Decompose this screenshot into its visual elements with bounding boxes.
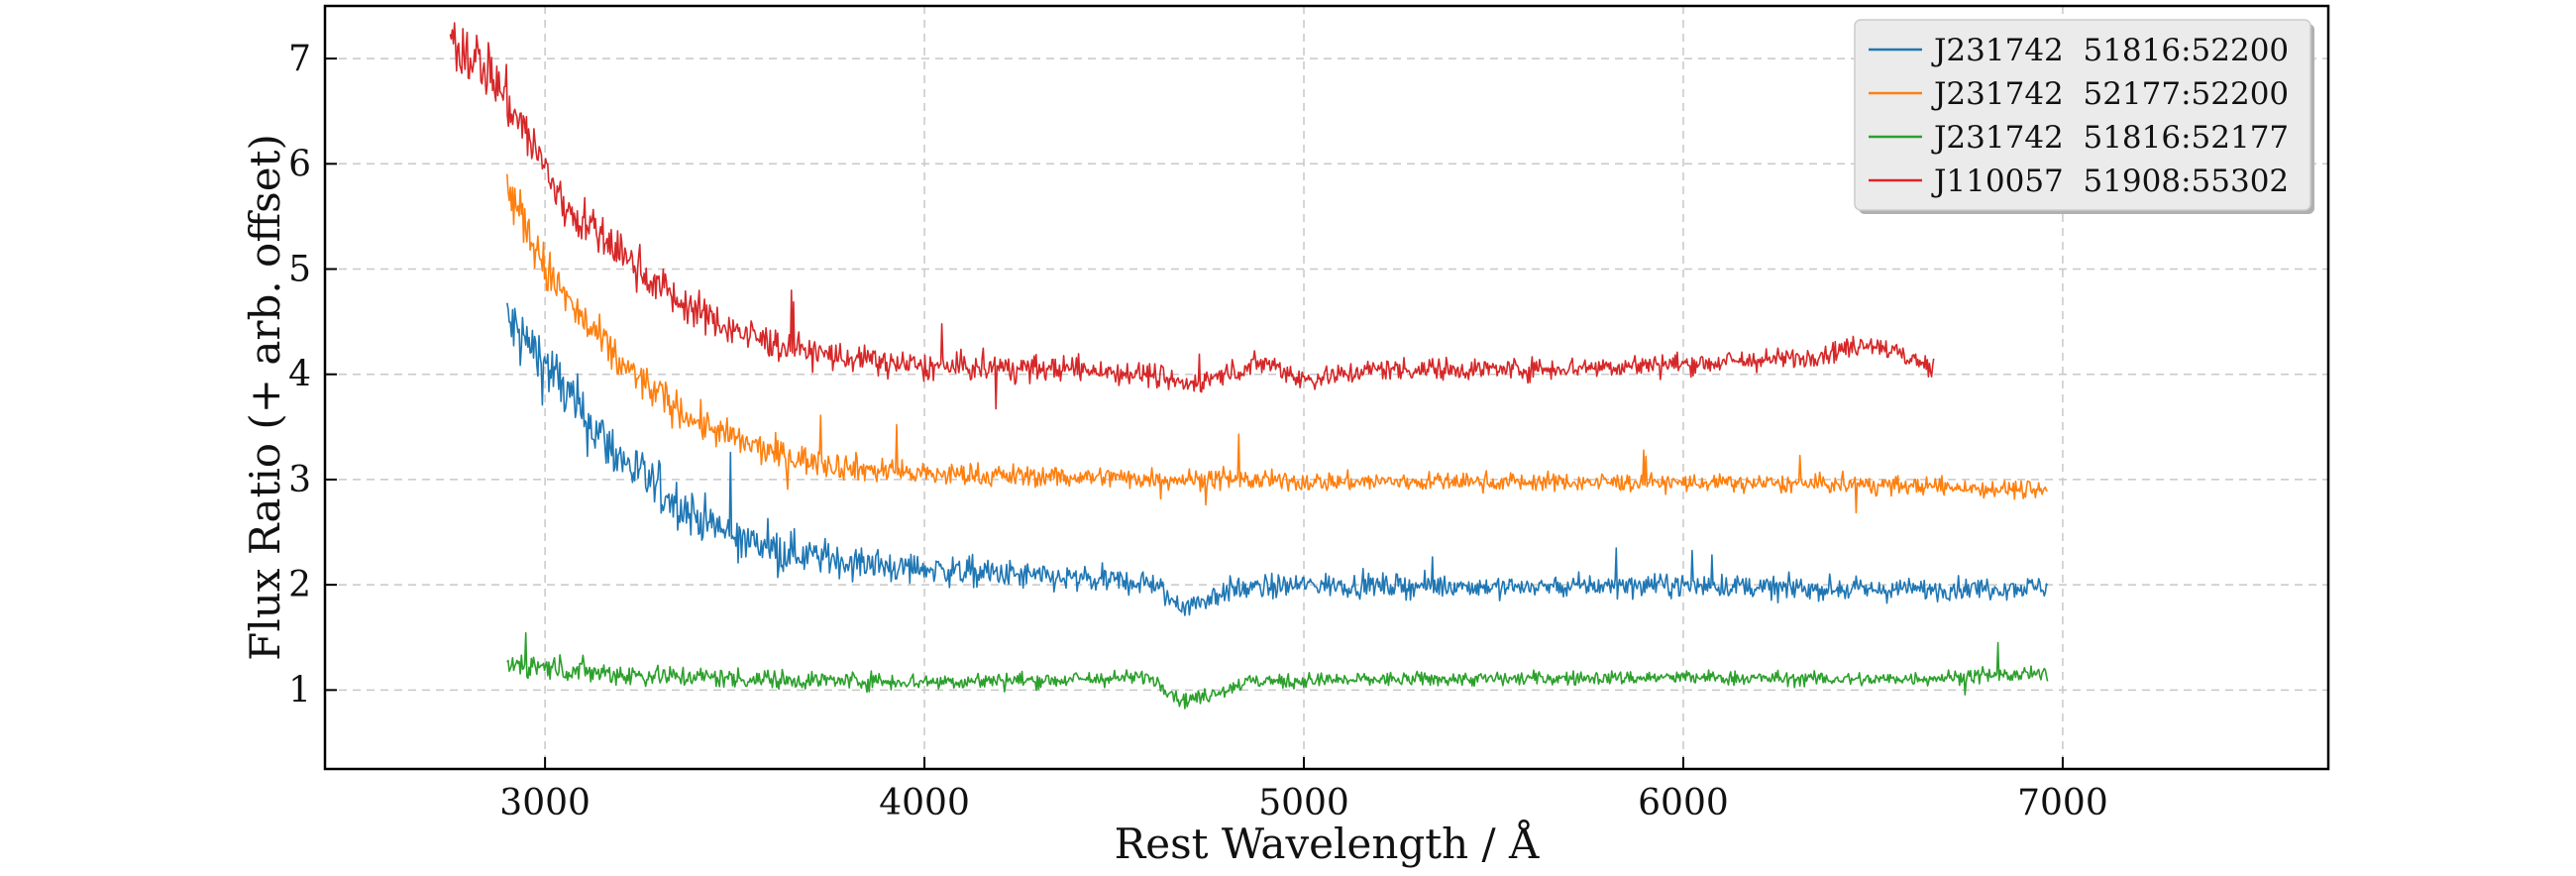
- y-tick-label: 4: [288, 355, 311, 395]
- axis-ticks: 3000 4000 5000 6000 7000 1 2 3 4 5 6 7: [288, 39, 2108, 823]
- series-line-2: [506, 173, 2048, 514]
- series-line-3: [506, 631, 2049, 710]
- x-tick-label: 7000: [2017, 783, 2108, 823]
- series-line-4: [449, 22, 1935, 410]
- legend-box: [1854, 19, 2311, 211]
- series-layer: [449, 22, 2049, 710]
- legend: J231742 51816:52200 J231742 52177:52200 J2…: [1854, 19, 2314, 214]
- x-tick-label: 5000: [1258, 783, 1349, 823]
- y-tick-label: 1: [288, 670, 311, 711]
- y-tick-label: 7: [288, 39, 311, 79]
- y-tick-label: 3: [288, 460, 311, 500]
- legend-label: J231742 51816:52177: [1931, 120, 2289, 156]
- y-tick-label: 2: [288, 565, 311, 605]
- x-axis-label: Rest Wavelength / Å: [1115, 819, 1540, 868]
- y-tick-label: 6: [288, 144, 311, 184]
- x-tick-label: 6000: [1638, 783, 1729, 823]
- x-tick-label: 4000: [879, 783, 970, 823]
- plot-frame: [323, 4, 2330, 771]
- legend-label: J231742 51816:52200: [1931, 33, 2289, 68]
- x-tick-label: 3000: [499, 783, 590, 823]
- series-line-1: [506, 302, 2049, 616]
- y-tick-label: 5: [288, 250, 311, 290]
- y-axis-label: Flux Ratio (+ arb. offset): [241, 134, 289, 661]
- legend-label: J110057 51908:55302: [1931, 164, 2289, 199]
- legend-label: J231742 52177:52200: [1931, 76, 2289, 112]
